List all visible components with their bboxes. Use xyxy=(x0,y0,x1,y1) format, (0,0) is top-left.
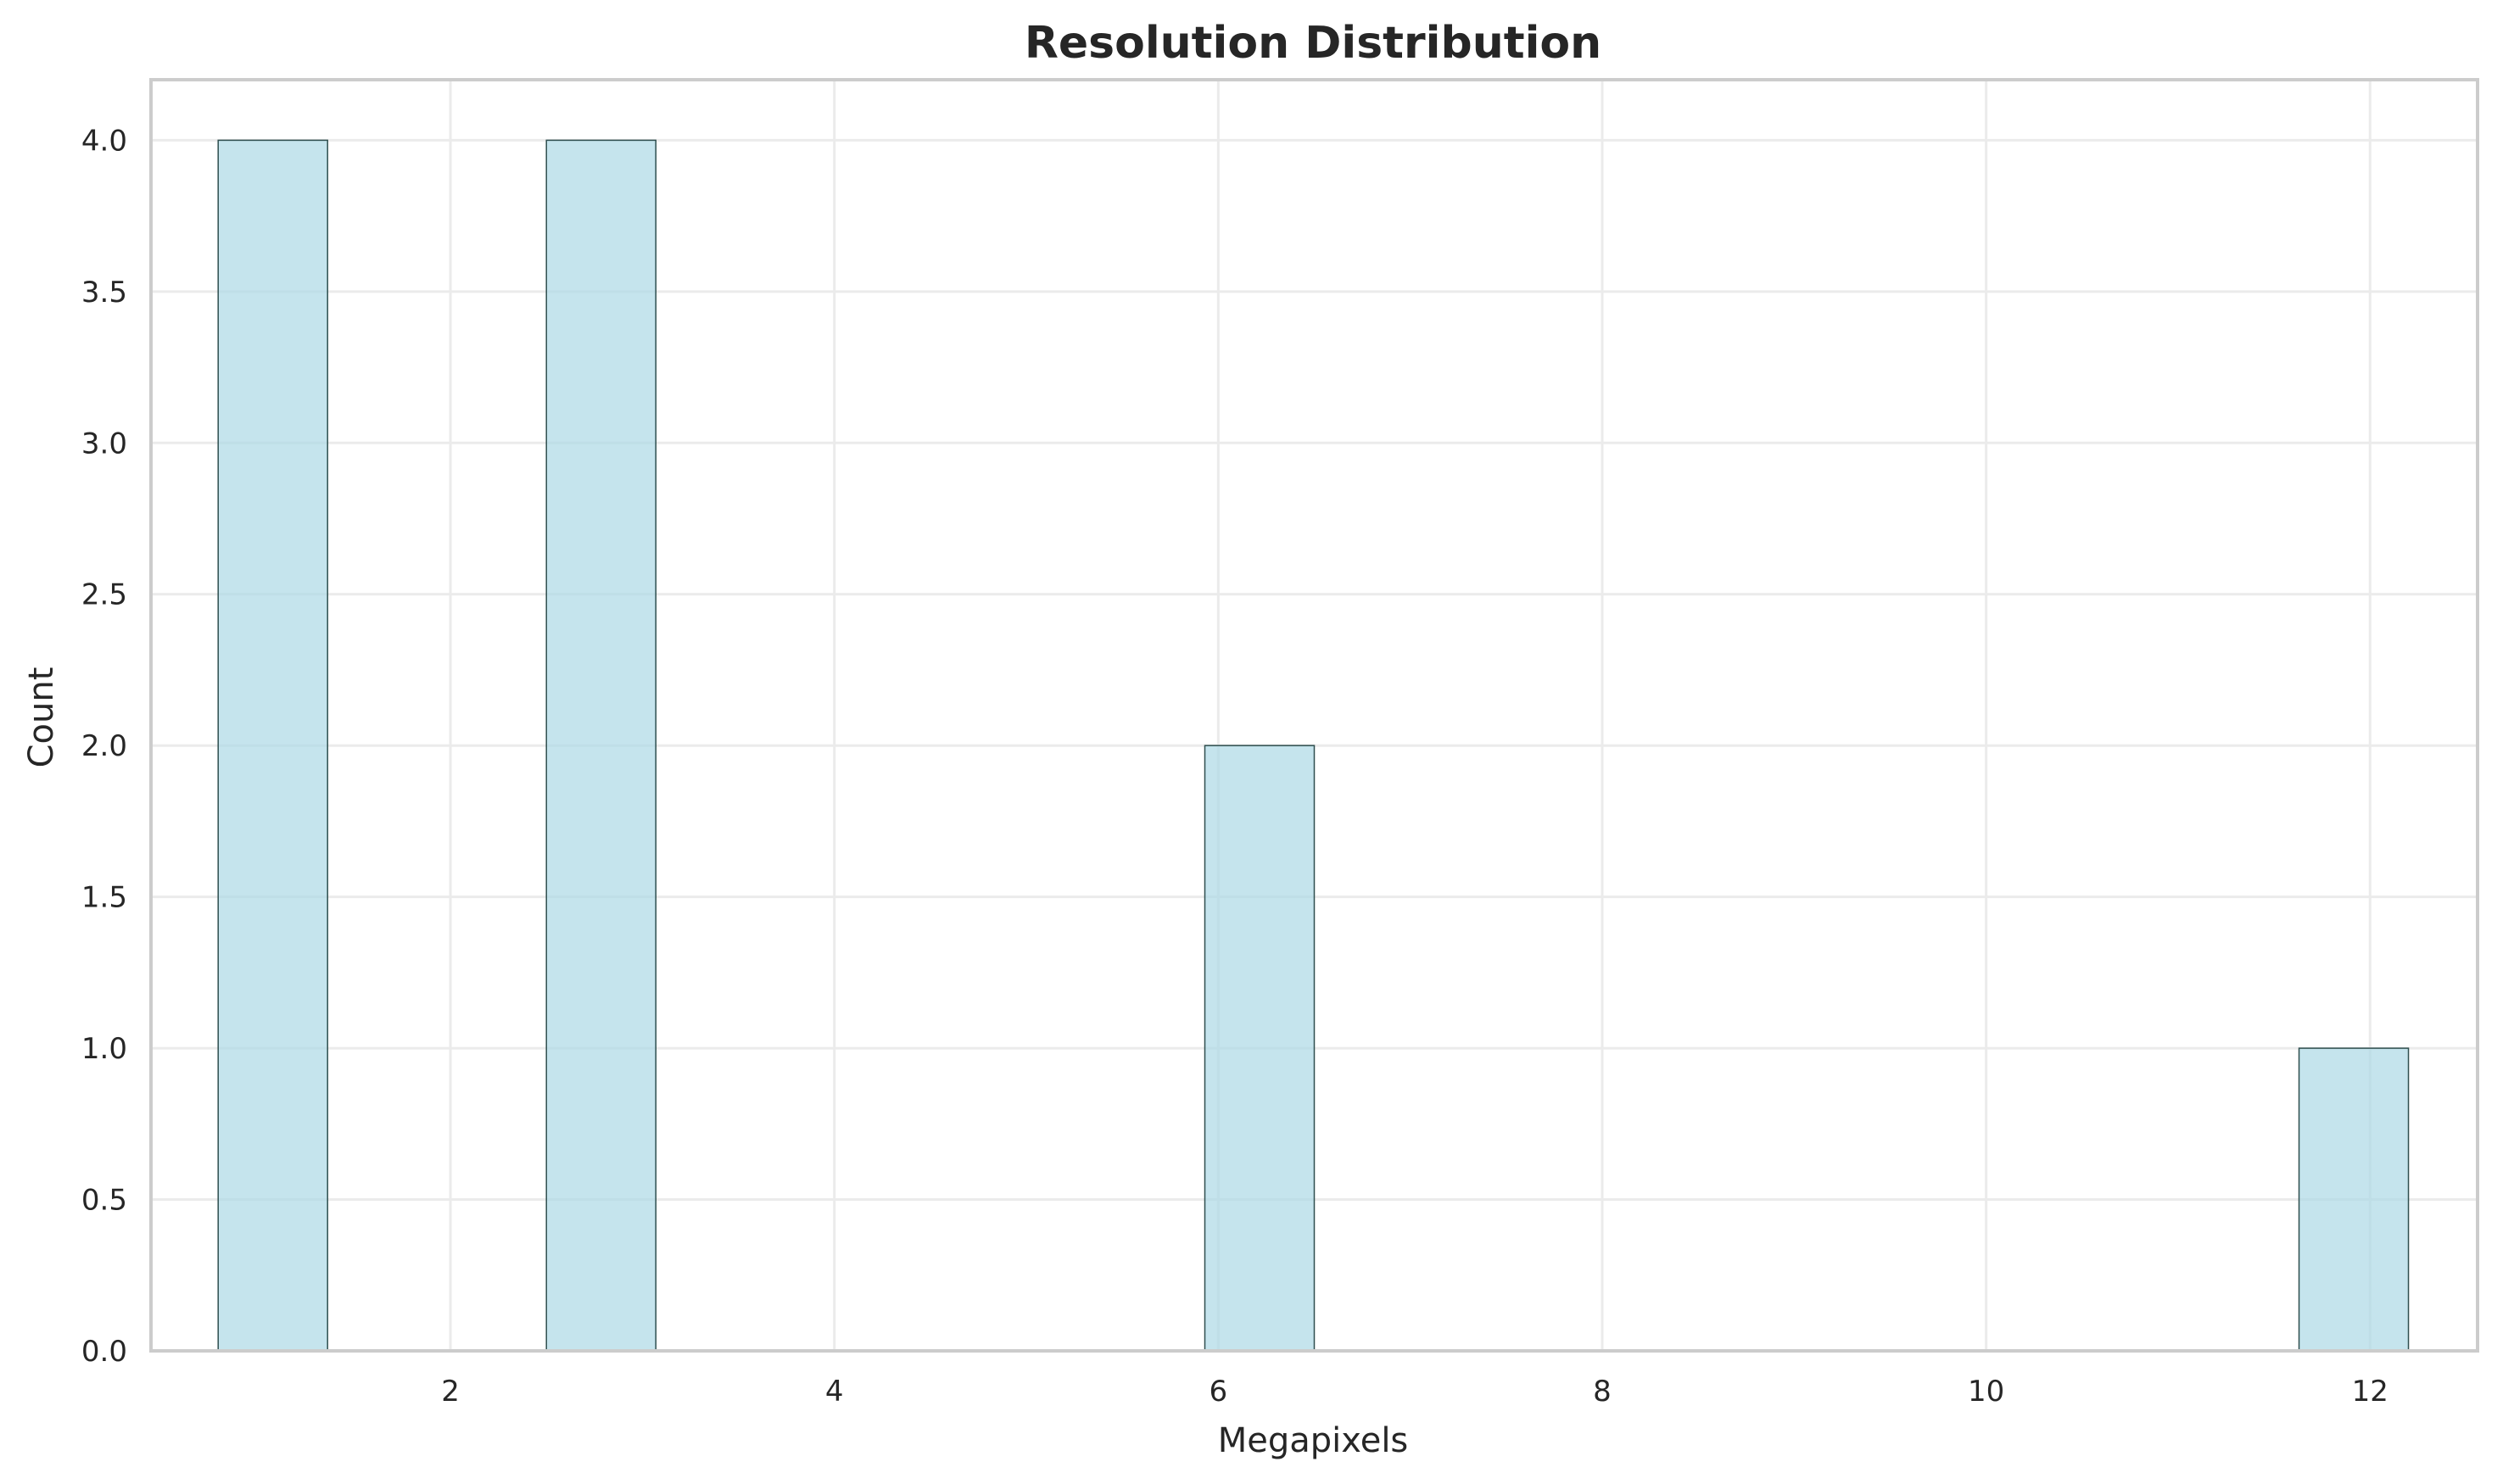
x-tick-label: 4 xyxy=(825,1375,844,1409)
chart-title: Resolution Distribution xyxy=(1025,18,1601,69)
plot-frame xyxy=(149,78,2479,1353)
x-axis-ticks: 2 4 6 8 10 12 xyxy=(441,1375,2388,1409)
y-axis-label: Count xyxy=(22,667,61,768)
y-tick-label: 2.5 xyxy=(81,578,127,612)
y-tick-label: 0.0 xyxy=(81,1335,127,1369)
y-tick-label: 1.5 xyxy=(81,881,127,915)
y-axis-ticks: 0.0 0.5 1.0 1.5 2.0 2.5 3.0 3.5 4.0 xyxy=(81,124,127,1369)
y-tick-label: 4.0 xyxy=(81,124,127,158)
x-tick-label: 2 xyxy=(441,1375,460,1409)
histogram-bar-4 xyxy=(2298,1047,2410,1352)
x-tick-label: 8 xyxy=(1593,1375,1612,1409)
y-tick-label: 1.0 xyxy=(81,1032,127,1066)
y-tick-label: 2.0 xyxy=(81,729,127,763)
histogram-bar-1 xyxy=(217,139,328,1352)
histogram-bar-2 xyxy=(545,139,656,1352)
histogram-bar-3 xyxy=(1204,745,1316,1352)
x-tick-label: 10 xyxy=(1968,1375,2004,1409)
y-tick-label: 0.5 xyxy=(81,1184,127,1218)
y-tick-label: 3.5 xyxy=(81,276,127,310)
x-tick-label: 12 xyxy=(2352,1375,2388,1409)
x-tick-label: 6 xyxy=(1210,1375,1228,1409)
x-axis-label: Megapixels xyxy=(1218,1421,1409,1460)
grid-lines xyxy=(151,80,2478,1353)
y-tick-label: 3.0 xyxy=(81,427,127,460)
histogram-bars xyxy=(217,139,2410,1352)
